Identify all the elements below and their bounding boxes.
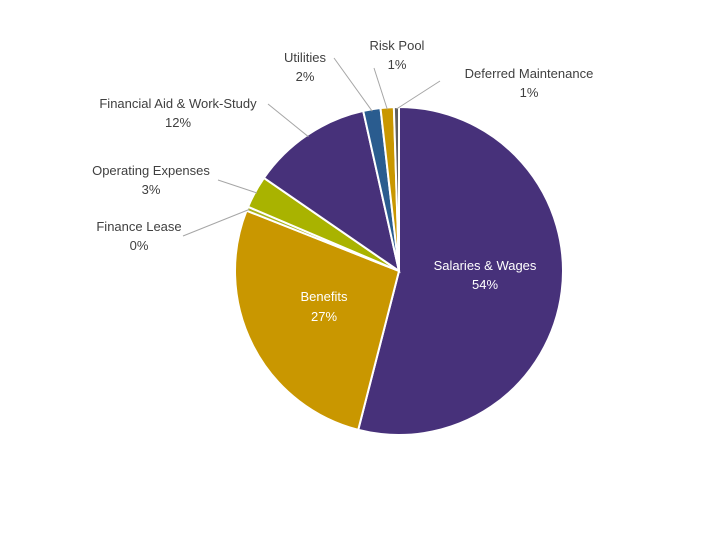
data-label-operating-expenses-pct: 3% xyxy=(142,182,161,197)
data-label-deferred-maintenance-pct: 1% xyxy=(520,85,539,100)
data-label-salaries-wages: Salaries & Wages xyxy=(434,258,537,273)
data-label-finance-lease: Finance Lease xyxy=(96,219,181,234)
data-label-benefits-pct: 27% xyxy=(311,309,337,324)
leader-line xyxy=(373,67,388,110)
data-label-financial-aid-pct: 12% xyxy=(165,115,191,130)
data-label-risk-pool: Risk Pool xyxy=(370,38,425,53)
data-label-finance-lease-pct: 0% xyxy=(130,238,149,253)
pie-slice-salaries-wages xyxy=(356,105,564,436)
leader-line xyxy=(217,179,258,194)
leader-line xyxy=(267,103,309,138)
leader-line xyxy=(333,57,373,112)
pie-slice-financial-aid-work-study xyxy=(262,109,401,274)
data-label-risk-pool-pct: 1% xyxy=(388,57,407,72)
data-label-salaries-wages-pct: 54% xyxy=(472,277,498,292)
data-label-utilities: Utilities xyxy=(284,50,326,65)
leader-line xyxy=(396,80,441,110)
data-label-benefits: Benefits xyxy=(301,289,348,304)
data-label-utilities-pct: 2% xyxy=(296,69,315,84)
pie-slice-benefits xyxy=(234,209,401,432)
leader-lines xyxy=(182,57,441,237)
data-label-financial-aid: Financial Aid & Work-Study xyxy=(99,96,257,111)
leader-line xyxy=(182,209,250,237)
data-label-deferred-maintenance: Deferred Maintenance xyxy=(465,66,594,81)
data-label-operating-expenses: Operating Expenses xyxy=(92,163,210,178)
pie-slices xyxy=(234,105,564,436)
